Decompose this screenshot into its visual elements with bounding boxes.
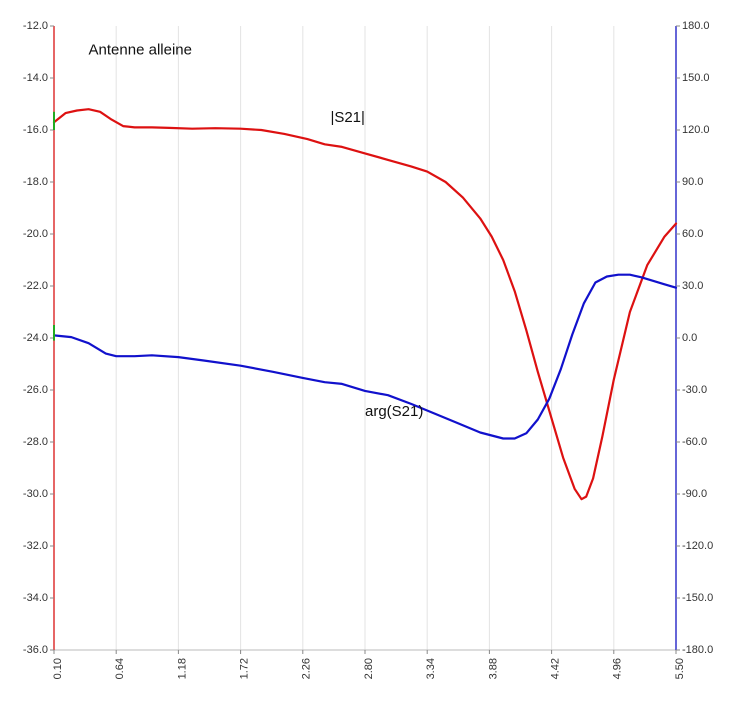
chart-title: Antenne alleine bbox=[89, 42, 192, 59]
x-tick-label: 4.42 bbox=[550, 658, 562, 679]
series-layer bbox=[52, 108, 678, 501]
y-right-tick-label: 180.0 bbox=[682, 20, 710, 32]
y-left-tick-label: -34.0 bbox=[23, 592, 48, 604]
x-tick-label: 0.10 bbox=[52, 658, 64, 679]
series-annotation: arg(S21) bbox=[365, 403, 423, 420]
y-right-tick-label: 90.0 bbox=[682, 176, 703, 188]
x-tick-label: 4.96 bbox=[612, 658, 624, 679]
annotations: Antenne alleine |S21| arg(S21) bbox=[89, 42, 424, 420]
y-right-tick-label: -60.0 bbox=[682, 436, 707, 448]
grid bbox=[53, 26, 677, 650]
y-right-tick-label: -120.0 bbox=[682, 540, 713, 552]
y-left-tick-label: -26.0 bbox=[23, 384, 48, 396]
y-right-tick-label: 120.0 bbox=[682, 124, 710, 136]
ticks: 0.10 0.64 1.18 1.72 2.26 2.80 3.34 3.88 4.42 4.96… bbox=[23, 20, 713, 680]
y-left-tick-label: -22.0 bbox=[23, 280, 48, 292]
x-tick-label: 1.18 bbox=[176, 658, 188, 679]
y-left-tick-label: -20.0 bbox=[23, 228, 48, 240]
y-right-tick-label: 30.0 bbox=[682, 280, 703, 292]
y-left-tick-label: -18.0 bbox=[23, 176, 48, 188]
x-tick-label: 2.80 bbox=[363, 658, 375, 679]
x-tick-label: 0.64 bbox=[114, 658, 126, 679]
x-tick-label: 3.88 bbox=[487, 658, 499, 679]
series-line-arg-s21 bbox=[52, 273, 678, 440]
series-annotation: |S21| bbox=[330, 109, 364, 126]
y-left-tick-label: -24.0 bbox=[23, 332, 48, 344]
y-right-tick-label: -90.0 bbox=[682, 488, 707, 500]
y-right-tick-label: 60.0 bbox=[682, 228, 703, 240]
y-right-tick-label: 150.0 bbox=[682, 72, 710, 84]
y-right-tick-label: 0.0 bbox=[682, 332, 697, 344]
y-left-tick-label: -16.0 bbox=[23, 124, 48, 136]
y-left-tick-label: -28.0 bbox=[23, 436, 48, 448]
y-right-tick-label: -30.0 bbox=[682, 384, 707, 396]
y-left-tick-label: -32.0 bbox=[23, 540, 48, 552]
x-tick-label: 1.72 bbox=[239, 658, 251, 679]
x-tick-label: 3.34 bbox=[425, 658, 437, 679]
x-tick-label: 2.26 bbox=[301, 658, 313, 679]
y-left-tick-label: -36.0 bbox=[23, 644, 48, 656]
y-right-tick-label: -150.0 bbox=[682, 592, 713, 604]
y-left-tick-label: -30.0 bbox=[23, 488, 48, 500]
y-left-tick-label: -12.0 bbox=[23, 20, 48, 32]
y-left-tick-label: -14.0 bbox=[23, 72, 48, 84]
y-right-tick-label: -180.0 bbox=[682, 644, 713, 656]
series-line-mag-s21 bbox=[52, 108, 678, 501]
x-tick-label: 5.50 bbox=[674, 658, 686, 679]
